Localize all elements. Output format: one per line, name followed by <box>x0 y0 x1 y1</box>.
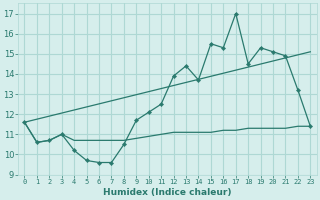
X-axis label: Humidex (Indice chaleur): Humidex (Indice chaleur) <box>103 188 232 197</box>
